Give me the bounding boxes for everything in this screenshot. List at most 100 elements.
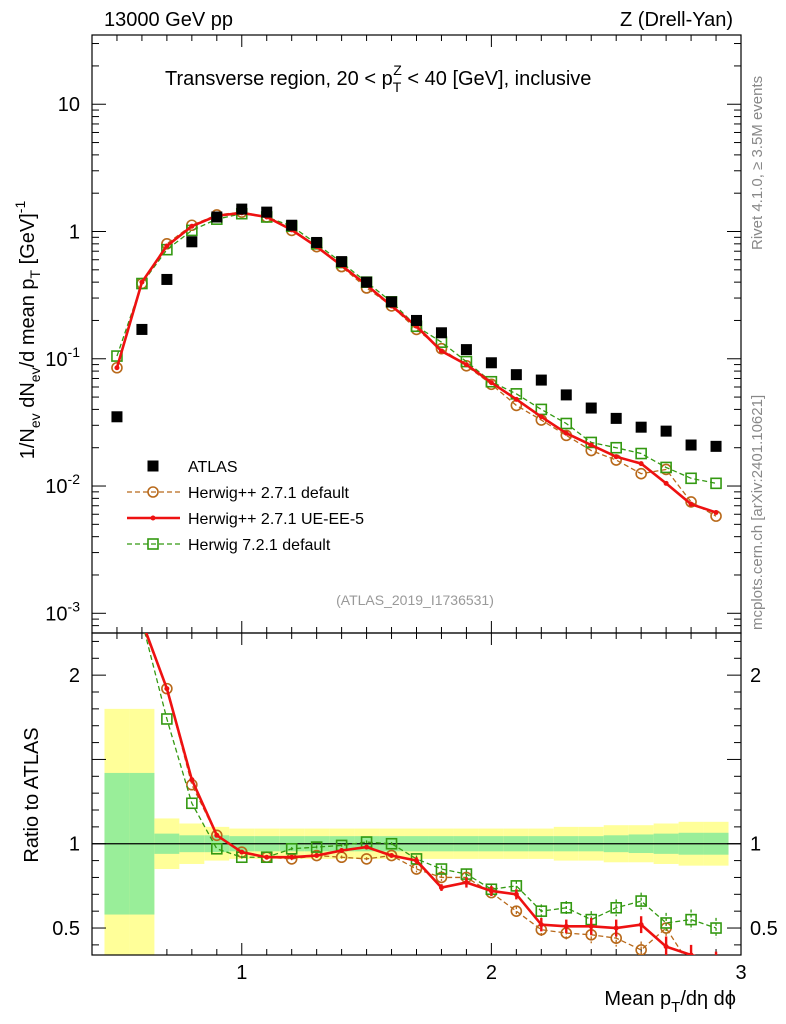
ratio-point xyxy=(686,962,696,972)
data-point xyxy=(513,396,519,402)
ratio-point xyxy=(510,905,523,917)
data-point xyxy=(663,480,669,486)
ratio-point xyxy=(438,885,444,891)
data-point xyxy=(638,461,644,467)
ratio-point xyxy=(688,952,694,955)
ratio-point xyxy=(114,605,119,610)
y-axis-title: 1/Nev dNev/d mean pT [GeV]-1 xyxy=(12,201,43,460)
ratio-tick-label-right-1: 1 xyxy=(750,834,761,856)
data-point xyxy=(161,273,173,285)
x-axis-title: Mean pT/dη dϕ xyxy=(604,988,736,1016)
y-axis-title-part: dN xyxy=(17,382,39,413)
ratio-point xyxy=(211,842,223,855)
ratio-point xyxy=(588,923,594,929)
ratio-point xyxy=(610,901,622,914)
ratio-point xyxy=(414,858,419,864)
y-tick-exp: -3 xyxy=(68,598,81,614)
data-point xyxy=(660,425,672,437)
ratio-point xyxy=(211,829,223,842)
data-point xyxy=(114,365,120,371)
plot-title-sup: Z xyxy=(393,62,402,78)
y-axis-title-part: [GeV] xyxy=(17,213,39,270)
y-tick-label-4: 10 xyxy=(58,94,80,116)
plot-title-part: < 40 [GeV], inclusive xyxy=(402,68,592,90)
data-point xyxy=(510,369,522,381)
data-point xyxy=(688,501,694,507)
ratio-tick-label-left-1: 1 xyxy=(69,834,80,856)
ratio-point xyxy=(161,682,173,695)
data-point xyxy=(588,442,594,448)
ratio-point xyxy=(535,905,548,917)
ratio-point xyxy=(164,686,170,692)
data-point xyxy=(111,350,123,362)
data-point xyxy=(685,496,697,508)
ratio-series xyxy=(114,605,722,980)
ratio-point xyxy=(685,913,697,926)
ratio-point xyxy=(214,832,220,838)
data-point xyxy=(560,417,573,430)
data-point xyxy=(136,323,148,335)
ratio-point xyxy=(563,923,569,929)
data-point xyxy=(660,461,672,474)
y-axis-title-sub: ev xyxy=(27,413,43,428)
ratio-point xyxy=(139,619,144,624)
ratio-point xyxy=(285,842,298,855)
series-line-main-3 xyxy=(116,213,717,484)
ratio-point xyxy=(189,777,195,783)
ratio-point xyxy=(385,837,398,850)
data-point xyxy=(435,342,448,355)
y-tick-label-2: 10-1 xyxy=(45,344,80,371)
data-point xyxy=(488,380,494,386)
x-axis-title-part: Mean p xyxy=(604,988,671,1010)
legend-marker-3 xyxy=(147,538,159,550)
header-right-label: Z (Drell-Yan) xyxy=(620,9,733,31)
x-axis-title-sub: T xyxy=(671,999,680,1016)
ratio-point xyxy=(613,925,619,931)
ratio-tick-label-left-0: 0.5 xyxy=(52,918,80,940)
series-line-ratio-1 xyxy=(144,633,685,955)
y-axis-title-sub: ev xyxy=(27,367,43,382)
y-tick-label-1: 10-2 xyxy=(45,471,80,498)
data-point xyxy=(336,256,348,268)
ratio-point xyxy=(711,970,721,980)
ratio-point xyxy=(339,847,345,853)
main-series xyxy=(111,203,722,522)
y-tick-exp: -1 xyxy=(68,344,81,360)
x-tick-label-0: 1 xyxy=(236,962,247,984)
data-point xyxy=(563,430,569,436)
data-point xyxy=(435,327,447,339)
ratio-bands xyxy=(104,708,729,955)
ratio-point xyxy=(264,854,270,860)
data-point xyxy=(485,375,498,388)
ratio-point xyxy=(635,944,647,955)
legend-label-1: Herwig++ 2.7.1 default xyxy=(188,485,350,502)
data-point xyxy=(610,441,622,454)
ratio-point xyxy=(488,888,494,894)
ratio-point xyxy=(310,841,323,853)
data-point xyxy=(311,236,323,248)
data-point xyxy=(463,362,469,368)
data-point xyxy=(438,348,444,354)
x-axis-title-part: /dη dϕ xyxy=(680,988,736,1010)
ratio-point xyxy=(239,849,245,855)
series-line-ratio-2 xyxy=(144,633,697,955)
data-point xyxy=(161,238,173,250)
ratio-point xyxy=(638,922,644,928)
y-tick-exp: -2 xyxy=(68,471,81,487)
ratio-point xyxy=(161,713,173,725)
y-tick-base: 10 xyxy=(45,603,67,625)
x-tick-label-2: 3 xyxy=(735,962,746,984)
ratio-tick-label-left-2: 2 xyxy=(69,665,80,687)
data-point xyxy=(710,440,722,452)
ratio-point xyxy=(538,922,544,928)
data-point xyxy=(286,219,298,231)
header-left-label: 13000 GeV pp xyxy=(104,9,233,31)
y-tick-label-3: 1 xyxy=(69,222,80,244)
plot-title-sub: T xyxy=(393,79,402,95)
data-point xyxy=(111,361,123,374)
data-point xyxy=(613,454,619,460)
data-point xyxy=(535,374,547,386)
data-point xyxy=(386,296,398,308)
y-axis-title-sup: -1 xyxy=(12,201,28,214)
